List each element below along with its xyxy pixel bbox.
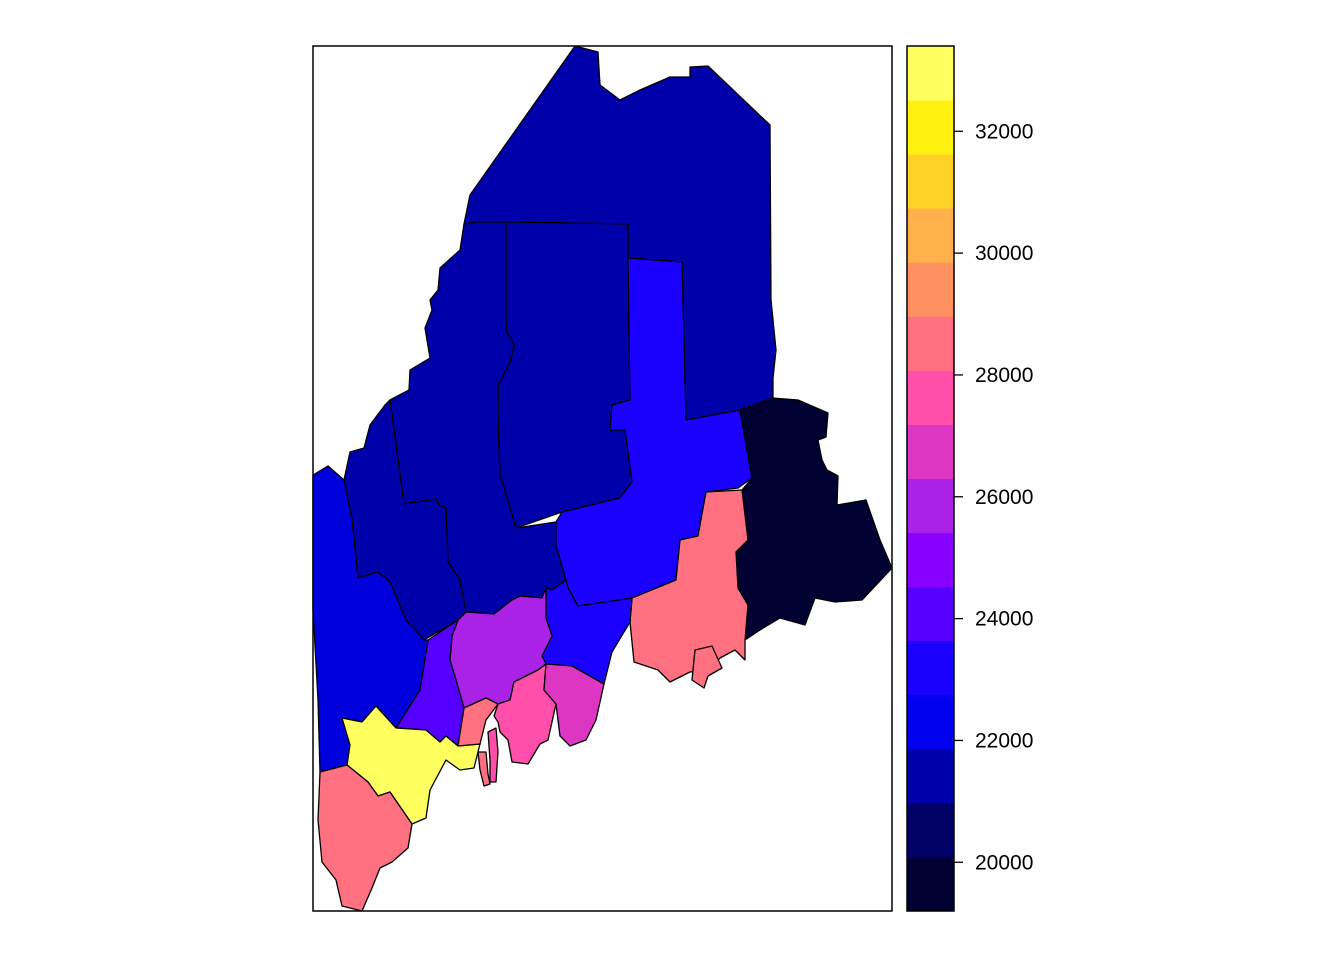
color-key-band xyxy=(907,208,954,263)
color-key-band xyxy=(907,46,954,101)
color-key-band xyxy=(907,640,954,696)
color-key-tick-label: 24000 xyxy=(975,608,1033,631)
color-key-band xyxy=(907,478,954,534)
color-key-frame xyxy=(906,45,955,912)
color-key-band xyxy=(907,424,954,479)
county-knox[interactable] xyxy=(543,663,605,747)
county-lincoln[interactable] xyxy=(493,663,557,765)
county-washington[interactable] xyxy=(735,397,893,641)
color-key-tick-label: 20000 xyxy=(975,851,1033,874)
color-key-band xyxy=(907,316,954,371)
color-key-band xyxy=(907,856,954,912)
color-key-bands xyxy=(907,46,954,912)
county-sagadahoc-peninsula[interactable] xyxy=(477,751,491,787)
color-key-band xyxy=(907,748,954,804)
color-key-band xyxy=(907,802,954,858)
color-key-legend: 20000 22000 24000 26000 28000 30000 32000 xyxy=(906,45,1033,912)
color-key-tick-label: 22000 xyxy=(975,729,1033,752)
color-key-band xyxy=(907,694,954,750)
color-key-band xyxy=(907,370,954,425)
color-key-band xyxy=(907,586,954,642)
county-lincoln-peninsula[interactable] xyxy=(487,727,499,783)
color-key-band xyxy=(907,262,954,317)
color-key-band xyxy=(907,532,954,588)
counties-layer xyxy=(312,45,893,912)
color-key-band xyxy=(907,154,954,209)
color-key-tick-label: 32000 xyxy=(975,120,1033,143)
color-key-tick-label: 26000 xyxy=(975,486,1033,509)
color-key-tick-label: 28000 xyxy=(975,364,1033,387)
color-key-ticks: 20000 22000 24000 26000 28000 30000 32000 xyxy=(954,120,1033,874)
county-hancock-island[interactable] xyxy=(691,645,723,689)
county-sagadahoc[interactable] xyxy=(457,697,499,747)
color-key-band xyxy=(907,100,954,155)
county-piscataquis[interactable] xyxy=(497,221,633,529)
county-york[interactable] xyxy=(317,764,413,912)
color-key-tick-label: 30000 xyxy=(975,242,1033,265)
